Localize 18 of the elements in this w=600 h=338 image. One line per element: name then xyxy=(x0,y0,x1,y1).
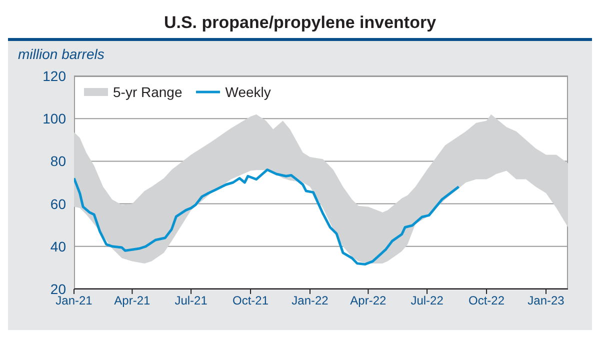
legend-label: Weekly xyxy=(225,84,271,100)
line-series xyxy=(74,168,460,266)
x-tick-label: Jul-22 xyxy=(410,294,444,308)
y-tick-label: 40 xyxy=(50,238,66,254)
y-tick-label: 100 xyxy=(42,110,66,127)
x-tick-label: Oct-22 xyxy=(468,294,505,308)
y-tick-label: 80 xyxy=(50,153,66,170)
legend-label: 5-yr Range xyxy=(113,84,182,100)
y-tick-label: 120 xyxy=(42,68,66,84)
x-tick-label: Apr-21 xyxy=(114,294,151,308)
x-tick-label: Apr-22 xyxy=(350,294,387,308)
y-tick-label: 60 xyxy=(50,196,66,212)
x-tick-label: Oct-21 xyxy=(232,294,269,308)
chart-title: U.S. propane/propylene inventory xyxy=(8,8,592,41)
x-tick-label: Jul-21 xyxy=(174,294,208,308)
y-axis-title: million barrels xyxy=(18,46,104,62)
x-tick-label: Jan-22 xyxy=(292,294,329,308)
x-tick-label: Jan-23 xyxy=(528,294,565,308)
